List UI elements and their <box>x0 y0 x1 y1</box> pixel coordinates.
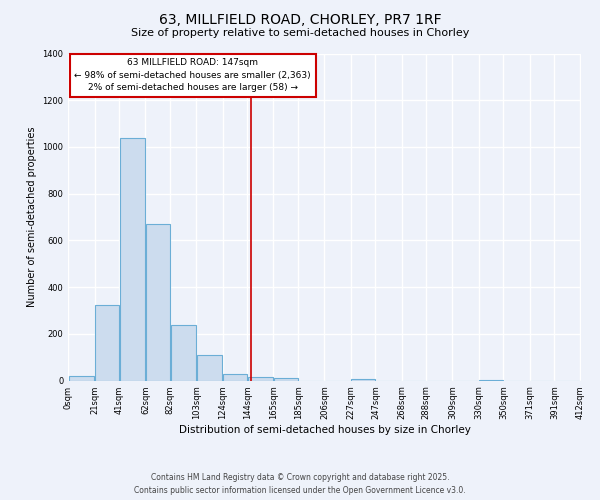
Bar <box>95 304 119 380</box>
X-axis label: Distribution of semi-detached houses by size in Chorley: Distribution of semi-detached houses by … <box>179 425 470 435</box>
Bar <box>170 324 196 380</box>
Bar <box>146 224 170 380</box>
Bar <box>248 377 274 380</box>
Text: Size of property relative to semi-detached houses in Chorley: Size of property relative to semi-detach… <box>131 28 469 38</box>
Bar <box>223 374 247 380</box>
Bar <box>68 376 94 380</box>
Text: 63, MILLFIELD ROAD, CHORLEY, PR7 1RF: 63, MILLFIELD ROAD, CHORLEY, PR7 1RF <box>158 12 442 26</box>
Y-axis label: Number of semi-detached properties: Number of semi-detached properties <box>27 127 37 308</box>
Bar <box>119 138 145 380</box>
Bar <box>274 378 298 380</box>
Bar <box>351 379 375 380</box>
Bar <box>197 356 223 380</box>
Text: Contains HM Land Registry data © Crown copyright and database right 2025.
Contai: Contains HM Land Registry data © Crown c… <box>134 474 466 495</box>
Text: 63 MILLFIELD ROAD: 147sqm
← 98% of semi-detached houses are smaller (2,363)
2% o: 63 MILLFIELD ROAD: 147sqm ← 98% of semi-… <box>74 58 311 92</box>
